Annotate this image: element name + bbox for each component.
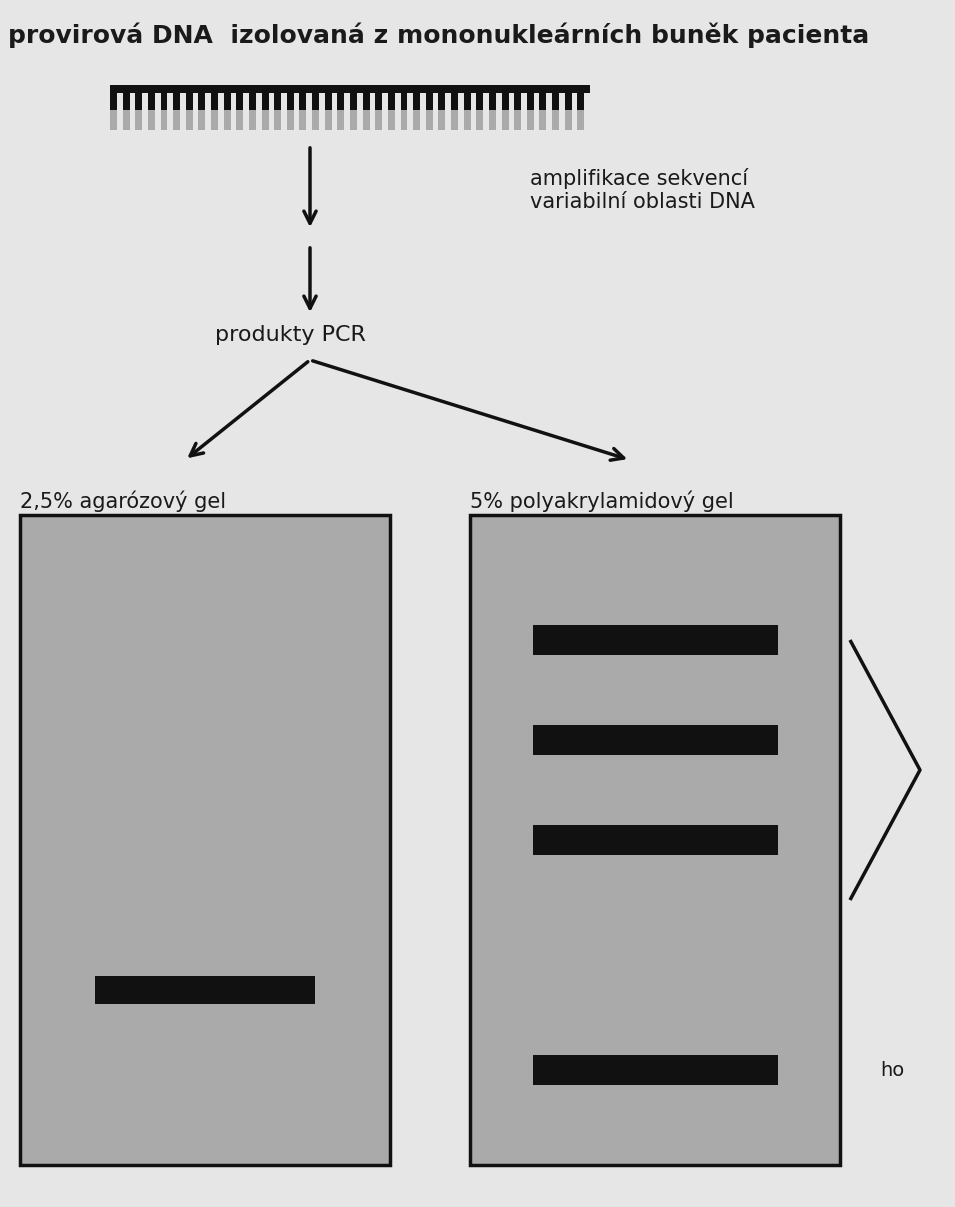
Bar bbox=[584, 93, 590, 110]
Bar bbox=[572, 93, 578, 110]
Bar bbox=[357, 110, 363, 130]
Bar bbox=[572, 110, 578, 130]
Bar bbox=[110, 110, 590, 130]
Bar bbox=[331, 110, 337, 130]
Bar bbox=[110, 84, 590, 93]
Bar bbox=[408, 93, 414, 110]
Bar bbox=[533, 625, 777, 655]
Bar bbox=[533, 826, 777, 855]
Bar bbox=[117, 93, 122, 110]
Bar bbox=[244, 110, 249, 130]
Bar bbox=[559, 110, 564, 130]
Bar bbox=[546, 110, 552, 130]
Bar bbox=[534, 110, 540, 130]
Bar bbox=[307, 110, 312, 130]
Bar bbox=[471, 93, 477, 110]
Bar bbox=[458, 93, 464, 110]
Bar bbox=[193, 93, 199, 110]
Bar bbox=[294, 110, 300, 130]
Bar bbox=[382, 110, 388, 130]
Bar bbox=[357, 93, 363, 110]
Bar bbox=[496, 93, 501, 110]
Bar bbox=[117, 110, 122, 130]
Bar bbox=[408, 110, 414, 130]
Bar bbox=[445, 110, 451, 130]
Bar bbox=[95, 976, 315, 1004]
Bar bbox=[230, 93, 236, 110]
Bar bbox=[559, 93, 564, 110]
Bar bbox=[193, 110, 199, 130]
Text: 5% polyakrylamidový gel: 5% polyakrylamidový gel bbox=[470, 490, 733, 512]
Bar bbox=[345, 110, 350, 130]
Text: produkty PCR: produkty PCR bbox=[215, 325, 366, 345]
Bar bbox=[470, 515, 840, 1165]
Bar bbox=[508, 93, 514, 110]
Bar bbox=[205, 93, 211, 110]
Bar bbox=[110, 110, 590, 130]
Bar bbox=[445, 93, 451, 110]
Bar bbox=[294, 93, 300, 110]
Bar bbox=[244, 93, 249, 110]
Bar bbox=[319, 93, 325, 110]
Bar bbox=[382, 93, 388, 110]
Bar bbox=[142, 110, 148, 130]
Bar bbox=[130, 93, 136, 110]
Bar bbox=[533, 725, 777, 756]
Bar bbox=[167, 93, 173, 110]
Bar bbox=[180, 110, 186, 130]
Bar bbox=[345, 93, 350, 110]
Text: 2,5% agarózový gel: 2,5% agarózový gel bbox=[20, 490, 226, 512]
Bar bbox=[433, 93, 438, 110]
Text: ho: ho bbox=[880, 1061, 904, 1079]
Bar bbox=[167, 110, 173, 130]
Bar bbox=[394, 93, 400, 110]
Bar bbox=[420, 110, 426, 130]
Bar bbox=[142, 93, 148, 110]
Bar bbox=[281, 93, 286, 110]
Bar bbox=[496, 110, 501, 130]
Bar bbox=[483, 93, 489, 110]
Bar bbox=[521, 93, 527, 110]
Bar bbox=[433, 110, 438, 130]
Bar bbox=[307, 93, 312, 110]
Bar bbox=[458, 110, 464, 130]
Bar bbox=[534, 93, 540, 110]
Bar bbox=[110, 84, 590, 110]
Bar bbox=[521, 110, 527, 130]
Bar bbox=[420, 93, 426, 110]
Bar bbox=[319, 110, 325, 130]
Bar bbox=[155, 110, 160, 130]
Bar bbox=[256, 110, 262, 130]
Bar bbox=[180, 93, 186, 110]
Bar bbox=[230, 110, 236, 130]
Bar bbox=[268, 93, 274, 110]
Bar bbox=[130, 110, 136, 130]
Text: provirová DNA  izolovaná z mononukleárních buněk pacienta: provirová DNA izolovaná z mononukleárníc… bbox=[8, 22, 869, 48]
Bar bbox=[370, 93, 375, 110]
Bar bbox=[205, 110, 211, 130]
Bar bbox=[370, 110, 375, 130]
Bar bbox=[256, 93, 262, 110]
Bar bbox=[394, 110, 400, 130]
Bar bbox=[20, 515, 390, 1165]
Bar bbox=[471, 110, 477, 130]
Bar bbox=[508, 110, 514, 130]
Bar bbox=[546, 93, 552, 110]
Bar bbox=[218, 110, 223, 130]
Bar bbox=[155, 93, 160, 110]
Bar bbox=[268, 110, 274, 130]
Bar bbox=[281, 110, 286, 130]
Bar bbox=[218, 93, 223, 110]
Text: amplifikace sekvencí
variabilní oblasti DNA: amplifikace sekvencí variabilní oblasti … bbox=[530, 168, 754, 212]
Bar bbox=[483, 110, 489, 130]
Bar bbox=[331, 93, 337, 110]
Bar bbox=[584, 110, 590, 130]
Bar bbox=[533, 1055, 777, 1085]
